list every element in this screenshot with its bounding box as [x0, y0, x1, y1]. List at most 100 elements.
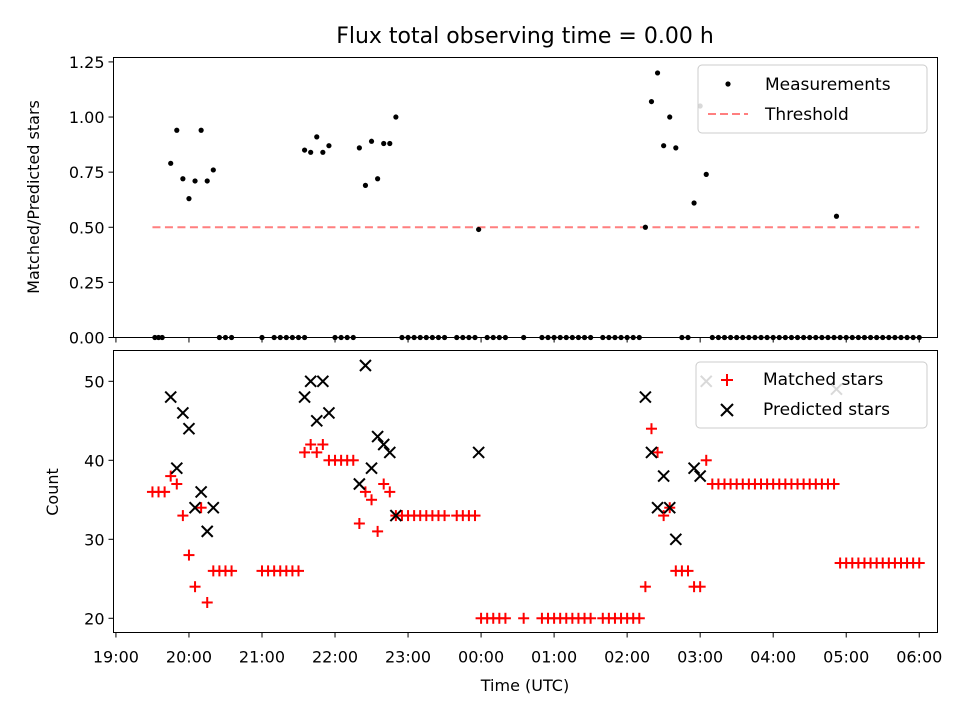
bottom-x-ticks: 19:00 20:00 21:00 22:00 23:00 00:00 01:00 02:00…	[93, 632, 942, 667]
measurement-point	[368, 138, 375, 144]
predicted-star-point	[316, 375, 330, 388]
matched-star-point	[645, 423, 657, 435]
measurement-point	[198, 127, 204, 133]
matched-star-point	[293, 565, 305, 577]
measurement-point	[210, 167, 216, 173]
measurement-point	[314, 134, 320, 140]
chart-title: Flux total observing time = 0.00 h	[336, 24, 714, 49]
matched-star-point	[171, 478, 183, 490]
x-tick-label: 03:00	[677, 648, 723, 667]
predicted-star-point	[377, 438, 390, 451]
matched-star-point	[518, 612, 530, 624]
matched-star-point	[633, 612, 645, 624]
x-tick-label: 00:00	[458, 648, 504, 667]
predicted-star-point	[365, 461, 378, 475]
matched-star-point	[347, 454, 359, 466]
predicted-star-point	[472, 446, 485, 459]
predicted-star-point	[383, 446, 396, 459]
matched-star-point	[694, 581, 706, 593]
x-tick-label: 05:00	[823, 648, 869, 667]
matched-star-point	[372, 525, 384, 537]
predicted-star-point	[663, 501, 676, 514]
matched-star-point	[359, 486, 371, 498]
top-y-tick-label: 0.75	[69, 163, 105, 182]
bottom-axes-frame	[113, 350, 938, 633]
legend-measurements-label: Measurements	[765, 75, 891, 95]
measurement-point	[642, 224, 648, 230]
measurement-point	[204, 178, 210, 184]
predicted-star-point	[389, 509, 403, 522]
legend-measurements-marker	[725, 81, 731, 87]
legend-threshold-label: Threshold	[764, 105, 849, 125]
predicted-star-point	[182, 422, 196, 435]
measurement-point	[375, 176, 381, 182]
predicted-star-point	[687, 461, 701, 475]
measurement-point	[356, 145, 362, 151]
matched-star-point	[299, 446, 311, 458]
matched-star-point	[585, 612, 597, 624]
bottom-legend: Matched stars Predicted stars	[695, 361, 928, 429]
measurement-point	[387, 140, 393, 147]
top-y-tick-label: 1.25	[69, 53, 105, 72]
predicted-star-point	[310, 414, 323, 428]
matched-star-point	[189, 581, 201, 593]
measurement-point	[174, 127, 180, 133]
measurement-point	[661, 143, 667, 149]
predicted-star-point	[639, 390, 652, 404]
bottom-y-tick-label: 20	[84, 609, 104, 628]
measurement-point	[654, 70, 661, 76]
measurement-point	[381, 140, 387, 147]
top-axes-frame	[113, 57, 938, 338]
measurement-point	[362, 182, 369, 188]
bottom-y-tick-label: 30	[84, 530, 104, 549]
bottom-y-tick-label: 50	[84, 372, 104, 391]
predicted-star-point	[188, 501, 202, 514]
measurement-point	[648, 98, 655, 105]
matched-star-point	[353, 517, 365, 529]
matched-star-point	[828, 478, 840, 490]
predicted-star-point	[298, 390, 311, 404]
matched-star-point	[177, 510, 189, 522]
predicted-star-point	[359, 359, 372, 372]
bottom-y-tick-label: 40	[84, 451, 104, 470]
x-tick-label: 22:00	[312, 648, 358, 667]
predicted-star-point	[170, 461, 183, 475]
bottom-y-ticks: 20 30 40 50	[84, 372, 114, 628]
x-tick-label: 19:00	[93, 648, 139, 667]
measurement-point	[833, 213, 840, 219]
matched-star-point	[682, 565, 694, 577]
top-y-tick-label: 1.00	[69, 108, 105, 127]
matched-star-point	[159, 486, 171, 498]
matched-star-point	[378, 478, 390, 490]
measurement-point	[393, 114, 399, 120]
predicted-star-point	[353, 477, 366, 491]
top-y-tick-label: 0.00	[69, 329, 105, 348]
bottom-y-axis-label: Count	[43, 468, 62, 516]
measurement-point	[192, 178, 198, 184]
predicted-star-point	[322, 406, 336, 420]
bottom-legend-box	[695, 361, 928, 429]
x-tick-label: 06:00	[896, 648, 942, 667]
matched-star-point	[201, 596, 213, 608]
legend-matched-marker	[721, 374, 733, 386]
bottom-x-axis-label: Time (UTC)	[480, 676, 569, 695]
measurement-point	[180, 176, 186, 182]
predicted-star-point	[304, 375, 317, 388]
top-legend-box	[697, 64, 928, 134]
matched-star-point	[366, 494, 378, 506]
x-tick-label: 23:00	[385, 648, 431, 667]
measurement-point	[301, 147, 308, 153]
top-y-axis-label: Matched/Predicted stars	[24, 100, 43, 294]
bottom-plot-area	[146, 359, 925, 624]
top-y-tick-label: 0.25	[69, 273, 105, 292]
predicted-star-point	[693, 469, 707, 483]
top-y-tick-label: 0.50	[69, 218, 105, 237]
bottom-panel: Count Time (UTC) 20 30 40 50 19:00 20:00 21:0…	[43, 350, 942, 695]
predicted-star-point	[651, 501, 664, 514]
measurement-point	[667, 114, 673, 120]
measurement-point	[673, 145, 679, 151]
measurement-point	[308, 149, 314, 155]
predicted-star-point	[645, 446, 658, 459]
x-tick-label: 04:00	[750, 648, 796, 667]
